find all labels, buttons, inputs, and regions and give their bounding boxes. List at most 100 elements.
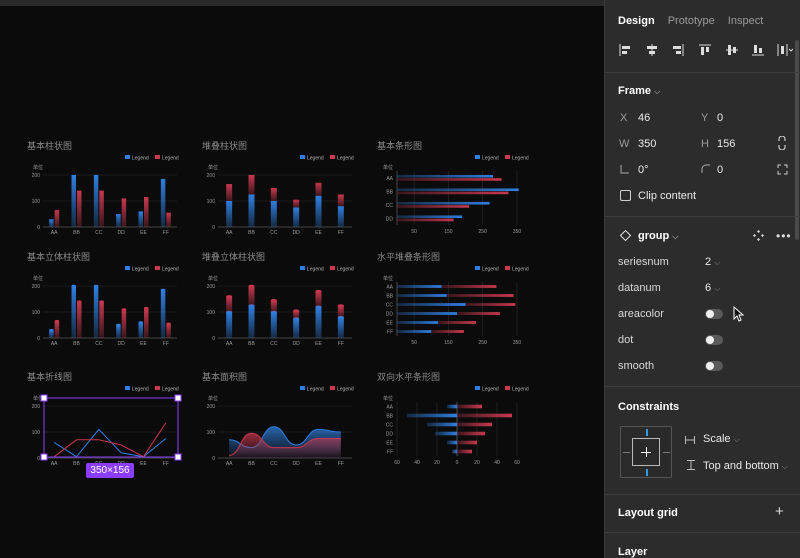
chart-3[interactable]: 基本条形图 Legend Legend 单位 50 150 250 350 AA BB CC DD — [377, 140, 529, 235]
resize-handle[interactable] — [174, 394, 182, 402]
resize-handle[interactable] — [40, 394, 48, 402]
constraints-section-title: Constraints — [618, 401, 680, 413]
x-tick-label: 0 — [456, 460, 459, 466]
component-name[interactable]: group ⌵ — [638, 230, 679, 242]
x-tick-label: AA — [51, 230, 58, 236]
y-tick-label: AA — [386, 176, 393, 182]
rotation-field[interactable]: 0° — [638, 164, 649, 176]
independent-corners-icon[interactable] — [777, 164, 788, 178]
x-tick-label: BB — [73, 230, 80, 236]
bar-segment — [397, 321, 439, 324]
distribute-icon[interactable] — [777, 42, 793, 58]
chart-6[interactable]: 水平堆叠条形图 Legend Legend 单位 50 150 250 350 AA BB CC DD… — [377, 251, 529, 346]
bar — [138, 211, 143, 227]
constraints-widget[interactable] — [620, 426, 672, 478]
bar-segment — [248, 286, 255, 306]
width-field[interactable]: 350 — [638, 138, 657, 150]
vertical-constraint-icon — [687, 460, 695, 473]
align-center-horizontal-icon[interactable] — [644, 42, 660, 58]
align-center-vertical-icon[interactable] — [724, 42, 740, 58]
unit-label: 单位 — [33, 275, 43, 282]
chart-7[interactable]: 基本折线图LegendLegend单位0100200AABBCCDDEEFF — [27, 371, 179, 467]
smooth-toggle[interactable] — [705, 361, 723, 371]
horizontal-constraint-select[interactable]: Scale ⌵ — [703, 433, 740, 445]
y-tick-label: BB — [386, 189, 393, 195]
chart-5[interactable]: 堆叠立体柱状图 Legend Legend 单位 0 100 200 AA BB CC DD EE FF — [202, 251, 354, 347]
constraint-bottom[interactable] — [646, 469, 648, 476]
constrain-proportions-icon[interactable] — [777, 135, 787, 153]
x-tick-label: 350 — [513, 229, 522, 235]
bar-cap — [270, 299, 277, 302]
unit-label: 单位 — [383, 275, 393, 282]
y-tick-label: AA — [386, 285, 393, 291]
bar — [144, 308, 149, 338]
more-options-icon[interactable]: ••• — [776, 229, 792, 243]
selection-size-badge: 350×156 — [86, 463, 134, 478]
panel-scrollbar[interactable] — [795, 40, 799, 240]
tab-prototype[interactable]: Prototype — [667, 15, 715, 27]
chart-8[interactable]: 基本面积图 Legend Legend 单位 0 100 200 AA BB CC DD EE FF — [202, 371, 354, 467]
align-left-icon[interactable] — [617, 42, 633, 58]
x-label: X — [620, 112, 628, 124]
legend-label: Legend — [512, 267, 529, 273]
bar — [457, 440, 477, 445]
clip-content-label: Clip content — [638, 190, 697, 202]
bar-segment — [226, 184, 233, 201]
x-tick-label: 150 — [444, 229, 453, 235]
x-field[interactable]: 46 — [638, 112, 651, 124]
x-tick-label: 60 — [394, 460, 400, 466]
chart-9[interactable]: 双向水平条形图 Legend Legend 单位 60 40 20 0 20 40 60 AA BB CC… — [377, 371, 529, 466]
align-right-icon[interactable] — [670, 42, 686, 58]
chart-1[interactable]: 基本柱状图 Legend Legend 单位 0 100 200 AA BB CC DD EE FF — [27, 140, 179, 236]
frame-section-title[interactable]: Frame ⌵ — [618, 85, 661, 97]
x-tick-label: 20 — [474, 460, 480, 466]
add-layout-grid-icon[interactable]: + — [775, 503, 784, 520]
bar-segment — [293, 199, 300, 208]
constraint-left[interactable] — [623, 452, 630, 453]
bar — [71, 175, 76, 227]
align-bottom-icon[interactable] — [750, 42, 766, 58]
y-tick-label: 0 — [37, 336, 40, 342]
layout-grid-section-title: Layout grid — [618, 507, 678, 519]
go-to-main-component-icon[interactable] — [753, 230, 764, 244]
divider — [605, 216, 800, 217]
resize-handle[interactable] — [40, 453, 48, 461]
legend-label: Legend — [337, 387, 354, 393]
chart-4[interactable]: 基本立体柱状图 Legend Legend 单位 0 100 200 AA BB CC DD EE FF — [27, 251, 179, 347]
align-top-icon[interactable] — [697, 42, 713, 58]
legend-swatch — [475, 266, 480, 270]
constraint-top[interactable] — [646, 429, 648, 436]
y-tick-label: AA — [386, 405, 393, 411]
y-tick-label: CC — [386, 203, 394, 209]
legend-swatch — [330, 155, 335, 159]
y-field[interactable]: 0 — [717, 112, 724, 124]
tab-inspect[interactable]: Inspect — [727, 15, 764, 27]
prop-datanum-select[interactable]: 6 ⌵ — [705, 282, 721, 294]
clip-content-checkbox[interactable] — [620, 190, 631, 201]
tab-design[interactable]: Design — [618, 15, 655, 27]
prop-seriesnum-select[interactable]: 2 ⌵ — [705, 256, 721, 268]
prop-seriesnum-label: seriesnum — [618, 256, 669, 268]
design-canvas[interactable]: 基本柱状图 Legend Legend 单位 0 100 200 AA BB CC DD EE FF 堆叠… — [0, 0, 604, 558]
bar — [99, 301, 104, 338]
selection-box[interactable] — [40, 394, 182, 461]
height-field[interactable]: 156 — [717, 138, 736, 150]
series-line — [53, 422, 167, 458]
bar — [77, 301, 82, 338]
bar-cap — [77, 300, 82, 303]
areacolor-toggle[interactable] — [705, 309, 723, 319]
legend-label: Legend — [337, 267, 354, 273]
chart-2[interactable]: 堆叠柱状图 Legend Legend 单位 0 100 200 AA BB CC DD EE FF — [202, 140, 354, 236]
resize-handle[interactable] — [174, 453, 182, 461]
x-tick-label: FF — [338, 341, 344, 347]
corner-radius-field[interactable]: 0 — [717, 164, 724, 176]
constraint-right[interactable] — [663, 452, 670, 453]
vertical-constraint-select[interactable]: Top and bottom ⌵ — [703, 460, 788, 472]
y-tick-label: EE — [386, 321, 393, 327]
x-tick-label: DD — [118, 341, 126, 347]
chart-title: 基本立体柱状图 — [27, 251, 90, 262]
dot-toggle[interactable] — [705, 335, 723, 345]
properties-panel: Design Prototype Inspect Frame ⌵ X 46 Y … — [604, 0, 800, 558]
bar — [397, 218, 454, 222]
